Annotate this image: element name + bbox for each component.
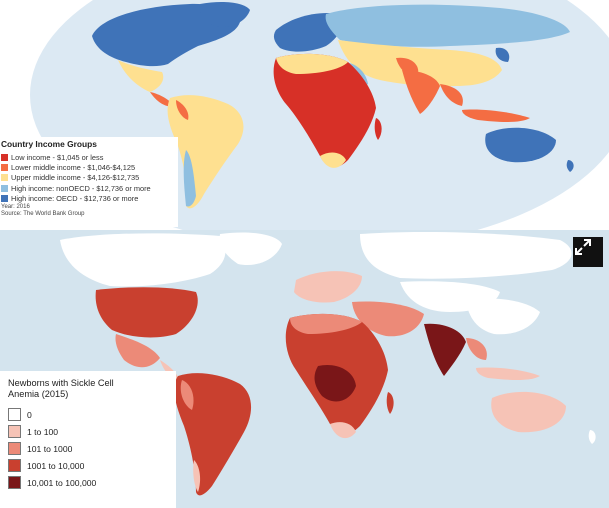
australia xyxy=(485,127,556,163)
north-africa xyxy=(276,53,348,74)
legend-item-1001-to-10000: 1001 to 10,000 xyxy=(8,457,176,474)
madagascar xyxy=(374,118,382,140)
legend-label: 10,001 to 100,000 xyxy=(27,477,97,488)
central-america xyxy=(150,92,174,107)
australia xyxy=(491,391,566,433)
legend-label: 1 to 100 xyxy=(27,426,59,437)
legend-label: Low income - $1,045 or less xyxy=(11,152,104,162)
mexico xyxy=(118,60,164,92)
legend-item-10001-to-100000: 10,001 to 100,000 xyxy=(8,474,176,491)
legend-label: 0 xyxy=(27,409,32,420)
legend-item-low-income: Low income - $1,045 or less xyxy=(1,152,178,162)
europe xyxy=(294,271,362,303)
legend-swatch xyxy=(1,174,8,182)
legend-label: 1001 to 10,000 xyxy=(27,460,85,471)
legend-swatch xyxy=(8,476,21,489)
indonesia xyxy=(462,109,530,122)
legend-label: Upper middle income - $4,126-$12,735 xyxy=(11,173,140,183)
sickle-cell-map: Newborns with Sickle Cell Anemia (2015) … xyxy=(0,230,609,508)
southern-africa xyxy=(320,152,346,168)
japan-korea xyxy=(495,47,510,62)
indonesia xyxy=(476,367,540,380)
new-zealand xyxy=(588,430,596,444)
legend-swatch xyxy=(1,164,8,172)
expand-arrows-icon xyxy=(575,239,591,255)
africa xyxy=(273,53,376,168)
europe xyxy=(273,12,343,52)
north-america xyxy=(92,3,240,67)
greenland xyxy=(199,2,250,28)
madagascar xyxy=(386,392,394,414)
legend-swatch xyxy=(1,184,8,192)
russia xyxy=(325,4,570,47)
india xyxy=(424,323,466,376)
legend-year: Year: 2016 xyxy=(1,203,30,210)
sickle-legend-title-line1: Newborns with Sickle Cell xyxy=(8,378,114,388)
middle-east xyxy=(352,301,424,337)
legend-swatch xyxy=(8,425,21,438)
legend-swatch xyxy=(8,459,21,472)
andean-region xyxy=(180,380,194,410)
united-states xyxy=(95,287,198,338)
legend-item-1-to-100: 1 to 100 xyxy=(8,423,176,440)
mexico xyxy=(115,334,160,368)
andean-region xyxy=(176,100,189,120)
china xyxy=(466,298,540,335)
legend-item-high-income-nonoecd: High income: nonOECD - $12,736 or more xyxy=(1,183,178,193)
legend-swatch xyxy=(1,153,8,161)
new-zealand xyxy=(566,160,574,172)
income-legend: Country Income Groups Low income - $1,04… xyxy=(0,137,178,227)
sickle-legend-title-line2: Anemia (2015) xyxy=(8,389,69,399)
legend-item-101-to-1000: 101 to 1000 xyxy=(8,440,176,457)
legend-label: High income: OECD - $12,736 or more xyxy=(11,194,139,204)
chile-argentina xyxy=(183,150,196,207)
legend-swatch xyxy=(8,408,21,421)
russia xyxy=(360,232,572,279)
legend-item-high-income-oecd: High income: OECD - $12,736 or more xyxy=(1,194,178,204)
legend-source: Source: The World Bank Group xyxy=(1,210,85,217)
brazil xyxy=(174,373,252,496)
legend-item-0: 0 xyxy=(8,406,176,423)
sickle-map-svg xyxy=(60,232,596,496)
central-africa-high xyxy=(314,364,356,402)
southeast-asia xyxy=(440,84,463,106)
southeast-asia xyxy=(466,338,487,360)
legend-label: 101 to 1000 xyxy=(27,443,73,454)
legend-label: Lower middle income - $1,046-$4,125 xyxy=(11,163,136,173)
argentina xyxy=(193,460,201,492)
legend-item-upper-middle-income: Upper middle income - $4,126-$12,735 xyxy=(1,173,178,183)
income-groups-map: Country Income Groups Low income - $1,04… xyxy=(0,0,609,230)
legend-swatch xyxy=(8,442,21,455)
south-africa xyxy=(330,422,356,439)
expand-button[interactable] xyxy=(573,237,603,267)
sickle-legend: Newborns with Sickle Cell Anemia (2015) … xyxy=(0,371,176,508)
india xyxy=(402,70,440,114)
greenland xyxy=(219,232,282,266)
sickle-legend-title: Newborns with Sickle Cell Anemia (2015) xyxy=(8,378,176,400)
legend-label: High income: nonOECD - $12,736 or more xyxy=(11,183,151,193)
legend-swatch xyxy=(1,195,8,203)
legend-item-lower-middle-income: Lower middle income - $1,046-$4,125 xyxy=(1,162,178,172)
north-africa xyxy=(290,313,362,334)
income-legend-title: Country Income Groups xyxy=(1,139,97,149)
canada xyxy=(60,233,226,287)
central-asia-china xyxy=(338,40,502,87)
